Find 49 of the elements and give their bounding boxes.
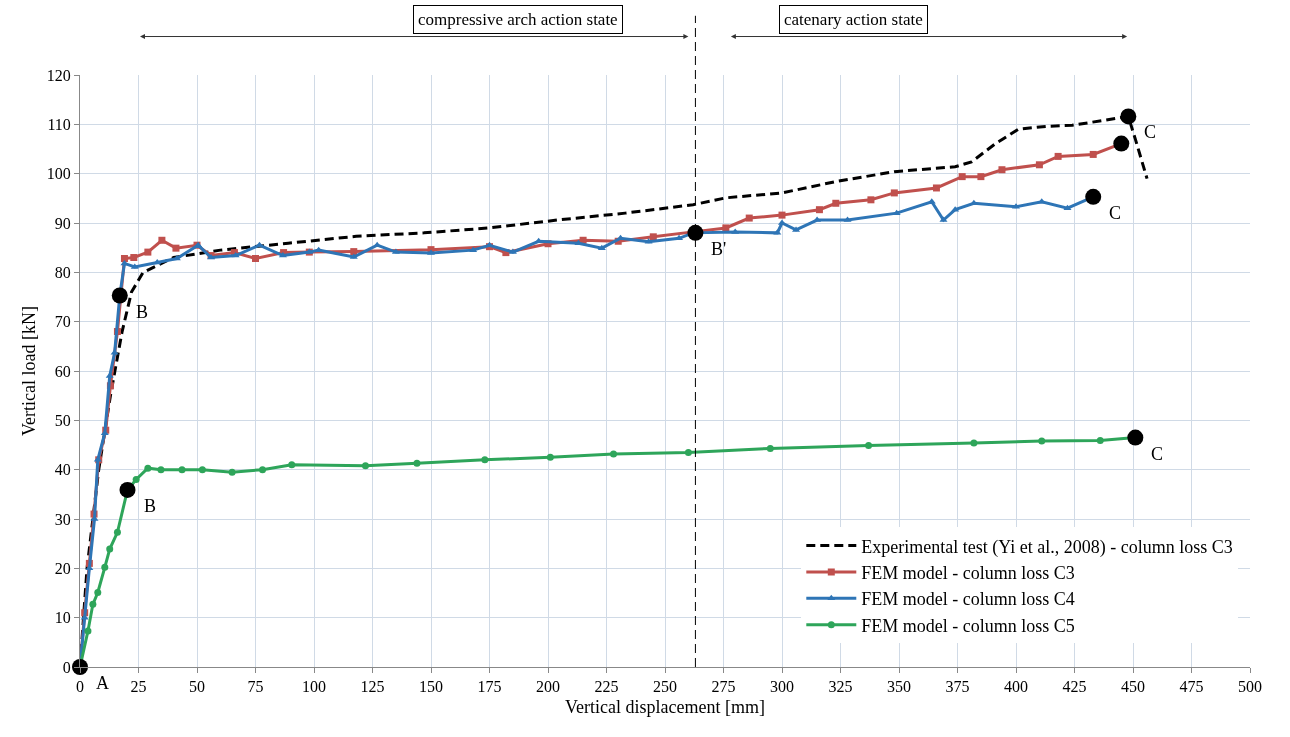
x-tick-label: 350 (887, 678, 911, 696)
x-tick-label: 300 (770, 678, 794, 696)
x-tick-label: 150 (419, 678, 443, 696)
y-tick-label: 40 (54, 461, 71, 479)
x-tick-label: 200 (536, 678, 560, 696)
y-tick-label: 110 (47, 115, 71, 133)
x-tick-label: 425 (1062, 678, 1087, 696)
y-tick-label: 80 (54, 263, 71, 281)
x-tick-label: 500 (1238, 678, 1262, 696)
x-tick-label: 450 (1121, 678, 1145, 696)
y-axis-title: Vertical load [kN] (19, 306, 39, 436)
x-axis-title: Vertical displacement [mm] (565, 697, 765, 718)
y-tick-label: 50 (54, 411, 71, 429)
x-tick-label: 375 (945, 678, 970, 696)
annotation: C (1144, 122, 1157, 142)
annotation: C (1151, 444, 1164, 464)
x-tick-label: 100 (302, 678, 326, 696)
x-tick-label: 75 (247, 678, 264, 696)
x-tick-label: 475 (1179, 678, 1204, 696)
y-tick-label: 70 (54, 313, 71, 331)
legend-label: FEM model - column loss C4 (861, 589, 1075, 610)
y-tick-label: 30 (54, 510, 71, 528)
annotation: B (144, 496, 157, 516)
y-tick-label: 0 (62, 658, 71, 676)
x-tick-label: 0 (76, 678, 84, 696)
x-tick-label: 225 (594, 678, 619, 696)
legend-label: FEM model - column loss C3 (861, 562, 1075, 583)
annotation: B' (711, 239, 727, 259)
annotation: B (136, 302, 149, 322)
text: catenary action state (784, 10, 923, 29)
legend-label: Experimental test (Yi et al., 2008) - column loss C3 (861, 536, 1233, 558)
annotation: C (1109, 203, 1122, 223)
x-tick-label: 325 (828, 678, 853, 696)
x-tick-label: 125 (360, 678, 385, 696)
y-tick-label: 120 (46, 66, 71, 84)
x-tick-label: 250 (653, 678, 677, 696)
x-tick-label: 400 (1004, 678, 1028, 696)
x-tick-label: 25 (130, 678, 147, 696)
y-tick-label: 60 (54, 362, 71, 380)
text: compressive arch action state (418, 10, 618, 29)
y-tick-label: 10 (54, 609, 71, 627)
y-tick-label: 100 (46, 165, 71, 183)
legend-label: FEM model - column loss C5 (861, 615, 1075, 636)
annotation: A (96, 673, 109, 693)
x-tick-label: 50 (189, 678, 205, 696)
y-tick-label: 90 (54, 214, 71, 232)
x-tick-label: 275 (711, 678, 736, 696)
y-tick-label: 20 (54, 559, 71, 577)
x-tick-label: 175 (477, 678, 502, 696)
